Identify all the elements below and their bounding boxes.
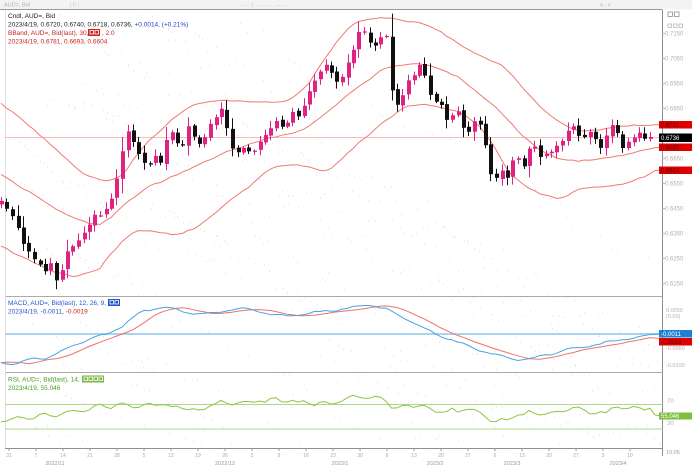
svg-text:10: 10 [627,453,633,459]
svg-text:30: 30 [667,421,674,427]
svg-text:- - - .|. - - --: - - - .|. - - -- . . . -- - - [240,3,288,9]
svg-text:10:05: 10:05 [666,450,680,456]
svg-text:5: 5 [143,453,146,459]
svg-text:AUD=, Bid: AUD=, Bid [4,3,30,9]
svg-text:23: 23 [330,453,336,459]
svg-text:0.7050: 0.7050 [665,57,684,63]
svg-text:0.6695: 0.6695 [661,145,680,151]
svg-text:0.6781: 0.6781 [661,123,680,129]
svg-text:2022/11: 2022/11 [45,461,64,467]
svg-text:0.6850: 0.6850 [665,107,684,113]
svg-text:0.6950: 0.6950 [665,82,684,88]
svg-text:6: 6 [386,453,389,459]
svg-text:27: 27 [573,453,579,459]
svg-text:0.6250: 0.6250 [665,257,684,263]
svg-text:-0.0011: -0.0011 [661,332,682,338]
svg-text:(0.00): (0.00) [666,314,681,320]
svg-text:7: 7 [35,453,38,459]
svg-text:2: 2 [251,453,254,459]
svg-text:26: 26 [222,453,228,459]
svg-text:2023/1: 2023/1 [332,461,349,467]
svg-text:0.6450: 0.6450 [665,207,684,213]
svg-text:2023/4: 2023/4 [610,461,627,467]
svg-text:0.6150: 0.6150 [665,282,684,288]
svg-text:-0.0050: -0.0050 [666,346,685,352]
svg-text:2023/4/19, -0.0011, -0.0019: 2023/4/19, -0.0011, -0.0019 [8,309,88,316]
svg-text:13: 13 [411,453,417,459]
svg-text:9: 9 [278,453,281,459]
svg-text:3: 3 [602,453,605,459]
svg-text:21: 21 [87,453,93,459]
svg-text:2023/2: 2023/2 [427,461,444,467]
svg-text:28: 28 [114,453,120,459]
svg-text:0.6350: 0.6350 [665,232,684,238]
svg-text:20: 20 [546,453,552,459]
svg-text:Cndl, AUD=, Bid: Cndl, AUD=, Bid [8,13,56,20]
svg-text:| D |: | D | [70,3,79,9]
svg-text:0.6736: 0.6736 [661,136,680,142]
svg-text:, 2.0: , 2.0 [102,30,115,37]
svg-text:-0.0019: -0.0019 [661,340,682,346]
svg-text:20: 20 [438,453,444,459]
svg-text:12: 12 [168,453,174,459]
svg-text:0.6550: 0.6550 [665,182,684,188]
svg-text:31: 31 [6,453,12,459]
svg-text:0.7150: 0.7150 [665,32,684,38]
svg-text:27: 27 [465,453,471,459]
svg-text:0.6650: 0.6650 [665,157,684,163]
svg-text:16: 16 [303,453,309,459]
svg-text:30: 30 [357,453,363,459]
svg-text:MACD, AUD=, Bid(last), 12, 26,: MACD, AUD=, Bid(last), 12, 26, 9, [8,300,106,307]
svg-text:2022/12: 2022/12 [215,461,235,467]
svg-text:14: 14 [60,453,66,459]
svg-text:0.6604: 0.6604 [661,168,680,174]
svg-text:2023/4/19, 0.6781, 0.6693, 0.6: 2023/4/19, 0.6781, 0.6693, 0.6604 [8,39,108,46]
svg-text:55.046: 55.046 [661,414,680,420]
svg-text:-0.0100: -0.0100 [666,363,685,369]
svg-text:70: 70 [667,399,674,405]
svg-text:13: 13 [519,453,525,459]
svg-text:2023/4/19, 0.6720, 0.6740, 0.6: 2023/4/19, 0.6720, 0.6740, 0.6718, 0.673… [8,22,188,29]
svg-text:19: 19 [195,453,201,459]
svg-text:o - x: o - x [600,3,611,9]
svg-text:RSI, AUD=, Bid(last), 14,: RSI, AUD=, Bid(last), 14, [8,377,80,384]
svg-text:2023/3: 2023/3 [504,461,521,467]
svg-text:BBand, AUD=, Bid(last), 30,: BBand, AUD=, Bid(last), 30, [8,30,89,37]
svg-text:6: 6 [494,453,497,459]
svg-text:2023/4/19, 55.046: 2023/4/19, 55.046 [8,385,61,392]
svg-text:0.0050: 0.0050 [666,308,683,314]
